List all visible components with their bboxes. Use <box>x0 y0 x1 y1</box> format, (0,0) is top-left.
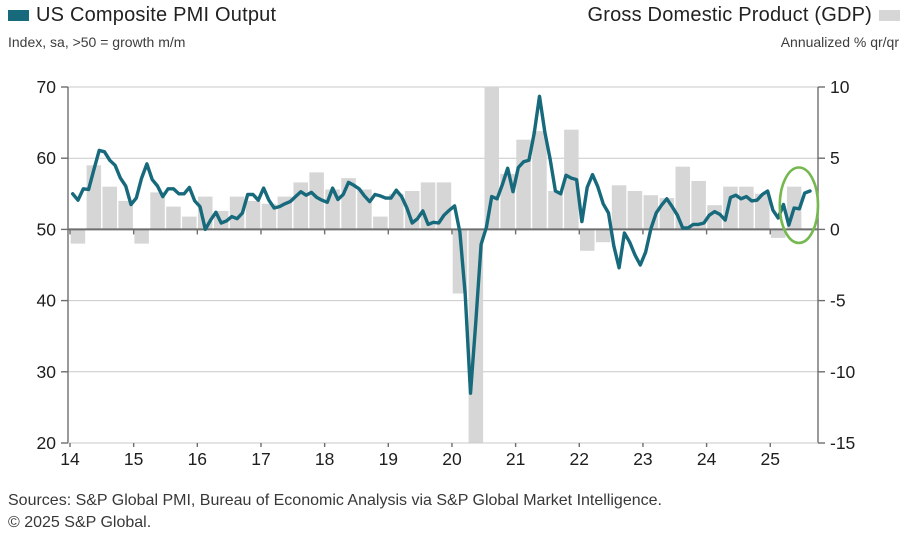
gdp-bar <box>150 192 165 230</box>
left-axis-tick-label: 50 <box>37 219 57 239</box>
gdp-bar <box>182 216 197 230</box>
pmi-legend-swatch-icon <box>8 10 29 21</box>
gdp-bar <box>595 229 611 243</box>
left-axis-tick-label: 60 <box>37 148 57 168</box>
gdp-bar <box>102 186 117 230</box>
x-axis-tick-label: 19 <box>379 449 398 469</box>
gdp-bar <box>580 229 595 251</box>
pmi-line-series <box>71 94 812 395</box>
gdp-bar <box>771 229 786 238</box>
gdp-bar <box>309 172 324 230</box>
pmi-axis-units-label: Index, sa, >50 = growth m/m <box>8 34 186 50</box>
x-axis-tick-label: 22 <box>570 449 589 469</box>
x-axis-tick-label: 17 <box>251 449 270 469</box>
left-axis-tick-label: 20 <box>37 433 57 453</box>
x-axis-tick-label: 15 <box>124 449 143 469</box>
right-axis-tick-label: 0 <box>830 219 840 239</box>
legend-row: US Composite PMI Output Gross Domestic P… <box>0 4 904 27</box>
x-axis-tick-label: 20 <box>442 449 462 469</box>
x-axis-tick-label: 23 <box>633 449 652 469</box>
gdp-bar <box>611 185 627 230</box>
gdp-bar <box>293 182 308 230</box>
left-axis-tick-label: 70 <box>37 77 57 97</box>
x-axis-tick-label: 24 <box>697 449 717 469</box>
gdp-bar <box>261 203 277 230</box>
gdp-bar <box>70 229 86 244</box>
axis-labels: 20 30 40 50 60 70 -15 -10 -5 0 5 10 14 15 16 17 18 19 20 21… <box>37 77 856 469</box>
gdp-bar <box>134 229 149 244</box>
copyright-text: © 2025 S&P Global. <box>8 514 152 531</box>
gdp-bar <box>118 200 133 230</box>
gridlines <box>68 86 818 444</box>
gdp-bar <box>389 193 404 230</box>
gdp-bar <box>166 206 181 230</box>
x-axis-tick-label: 14 <box>60 449 80 469</box>
gdp-axis-units-label: Annualized % qr/qr <box>780 34 899 50</box>
legend-gdp: Gross Domestic Product (GDP) <box>587 4 904 27</box>
gdp-bar <box>739 186 754 230</box>
gdp-series-title: Gross Domestic Product (GDP) <box>587 4 872 26</box>
gdp-legend-swatch-icon <box>879 10 900 21</box>
gdp-bar <box>373 216 388 230</box>
footer: Sources: S&P Global PMI, Bureau of Econo… <box>8 490 662 534</box>
right-axis-tick-label: 5 <box>830 148 840 168</box>
x-axis-tick-label: 18 <box>315 449 334 469</box>
x-axis-tick-label: 16 <box>188 449 207 469</box>
gdp-bar <box>723 186 738 230</box>
x-axis-tick-label: 25 <box>761 449 780 469</box>
right-axis-tick-label: -15 <box>830 433 855 453</box>
legend-pmi: US Composite PMI Output <box>0 4 276 27</box>
gdp-bar <box>707 205 722 230</box>
pmi-series-title: US Composite PMI Output <box>36 4 277 26</box>
left-axis-tick-label: 40 <box>37 291 57 311</box>
subtitle-row: Index, sa, >50 = growth m/m Annualized %… <box>0 34 904 50</box>
gdp-bar <box>548 191 563 230</box>
highlight-annotation <box>778 166 820 245</box>
gdp-bar-series <box>70 87 802 443</box>
gdp-bar <box>484 87 499 230</box>
highlight-ellipse-icon <box>778 166 820 245</box>
gdp-bar <box>691 181 706 230</box>
left-axis-tick-label: 30 <box>37 362 57 382</box>
gdp-bar <box>627 191 643 230</box>
gdp-bar <box>755 193 770 230</box>
right-axis-tick-label: -10 <box>830 362 856 382</box>
gdp-bar <box>532 131 547 230</box>
right-axis-tick-label: 10 <box>830 77 850 97</box>
sources-text: Sources: S&P Global PMI, Bureau of Econo… <box>8 492 662 509</box>
gdp-bar <box>229 196 245 230</box>
axes <box>61 86 825 447</box>
gdp-bar <box>245 200 261 230</box>
pmi-line <box>71 94 812 395</box>
right-axis-tick-label: -5 <box>830 291 846 311</box>
gdp-bar <box>675 166 690 230</box>
x-axis-tick-label: 21 <box>506 449 525 469</box>
